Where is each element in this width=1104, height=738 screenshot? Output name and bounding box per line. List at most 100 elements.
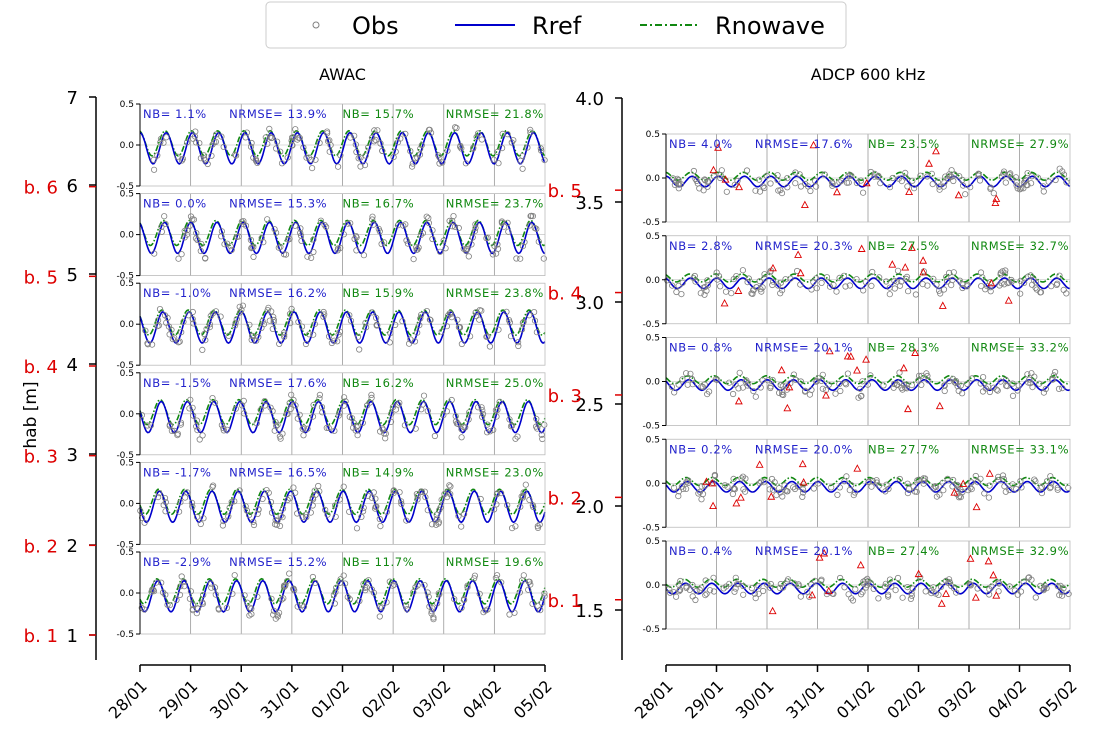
obs-marker xyxy=(1052,176,1059,184)
obs-marker xyxy=(307,254,315,261)
obs-marker xyxy=(717,283,724,290)
obs-marker xyxy=(228,498,235,506)
obs-marker xyxy=(744,278,751,286)
obs-marker xyxy=(896,475,903,483)
beam-label: b. 5 xyxy=(548,181,582,202)
obs-marker xyxy=(907,595,915,603)
obs-marker xyxy=(1040,587,1047,594)
obs-marker xyxy=(740,486,747,493)
obs-marker xyxy=(190,320,197,327)
panel-3: 0.5 0.0 -0.5 NB= -1.5% NRMSE= 17.6% NB= 16.2%… xyxy=(116,369,548,461)
legend-rref-label: Rref xyxy=(532,12,582,40)
obs-marker xyxy=(526,496,533,503)
obs-marker xyxy=(270,607,277,614)
obs-marker xyxy=(286,399,293,406)
flagged-obs-marker xyxy=(796,268,805,277)
obs-marker xyxy=(981,490,988,497)
obs-marker xyxy=(156,305,164,313)
obs-marker xyxy=(265,489,272,496)
obs-marker xyxy=(756,480,763,487)
obs-marker xyxy=(1042,385,1049,393)
obs-marker xyxy=(740,591,747,598)
beam-label: b. 5 xyxy=(24,267,58,288)
obs-marker xyxy=(1054,486,1061,493)
panel-y-tick-label: 0.0 xyxy=(646,378,661,388)
obs-marker xyxy=(162,220,169,227)
obs-marker xyxy=(791,485,799,493)
obs-marker xyxy=(360,252,367,259)
flagged-obs-marker xyxy=(732,498,741,507)
nb-ref-label: NB= -1.7% xyxy=(143,465,212,479)
nb-nowave-label: NB= 27.7% xyxy=(868,442,940,456)
date-tick-label: 03/02 xyxy=(409,676,455,722)
obs-marker xyxy=(494,148,501,155)
obs-marker xyxy=(349,424,357,431)
obs-marker xyxy=(272,145,280,152)
obs-marker xyxy=(347,317,355,324)
obs-marker xyxy=(282,581,289,589)
nrmse-ref-label: NRMSE= 13.9% xyxy=(229,107,327,121)
obs-marker xyxy=(813,285,820,292)
obs-marker xyxy=(402,602,410,609)
obs-marker xyxy=(752,594,759,602)
obs-marker xyxy=(776,584,783,592)
obs-marker xyxy=(1040,389,1048,396)
obs-marker xyxy=(418,406,425,413)
obs-marker xyxy=(474,404,482,411)
obs-marker xyxy=(956,492,963,499)
obs-marker xyxy=(435,519,443,526)
obs-marker xyxy=(310,236,317,243)
legend-obs-marker xyxy=(312,21,320,29)
obs-marker xyxy=(355,155,362,162)
obs-marker xyxy=(407,148,414,155)
obs-marker xyxy=(995,473,1002,480)
obs-marker xyxy=(405,340,413,347)
obs-marker xyxy=(536,521,543,528)
obs-marker xyxy=(685,479,692,486)
obs-marker xyxy=(315,482,322,490)
obs-marker xyxy=(202,255,209,262)
obs-marker xyxy=(903,275,910,282)
obs-marker xyxy=(756,277,763,285)
flagged-obs-marker xyxy=(904,404,912,413)
obs-marker xyxy=(758,288,765,295)
obs-marker xyxy=(848,595,855,602)
obs-marker xyxy=(309,502,316,509)
obs-marker xyxy=(773,491,780,499)
obs-marker xyxy=(797,378,805,385)
obs-marker xyxy=(325,333,333,340)
obs-marker xyxy=(880,382,887,389)
flagged-obs-marker xyxy=(971,593,980,601)
obs-marker xyxy=(448,314,455,321)
obs-marker xyxy=(1060,171,1068,178)
obs-marker xyxy=(784,175,791,182)
obs-marker xyxy=(437,504,444,511)
obs-marker xyxy=(460,245,467,252)
obs-marker xyxy=(162,591,169,598)
obs-marker xyxy=(984,383,992,390)
obs-marker xyxy=(810,278,817,286)
flagged-obs-marker xyxy=(785,382,794,391)
obs-marker xyxy=(209,483,216,491)
obs-marker xyxy=(742,475,749,482)
obs-marker xyxy=(206,323,213,331)
obs-marker xyxy=(968,375,976,382)
nrmse-ref-label: NRMSE= 20.0% xyxy=(755,442,853,456)
obs-marker xyxy=(370,221,377,228)
obs-marker xyxy=(255,506,262,513)
obs-marker xyxy=(982,286,989,293)
obs-marker xyxy=(261,397,268,405)
obs-marker xyxy=(493,413,500,420)
flagged-obs-marker xyxy=(914,569,923,578)
obs-marker xyxy=(477,495,484,503)
obs-marker xyxy=(479,410,487,418)
obs-marker xyxy=(403,606,411,613)
obs-marker xyxy=(322,223,330,230)
obs-marker xyxy=(751,590,758,597)
obs-marker xyxy=(142,327,149,334)
obs-marker xyxy=(379,426,387,433)
flagged-obs-marker xyxy=(768,606,777,615)
obs-marker xyxy=(192,139,200,146)
obs-marker xyxy=(1032,284,1039,291)
obs-marker xyxy=(818,279,825,286)
